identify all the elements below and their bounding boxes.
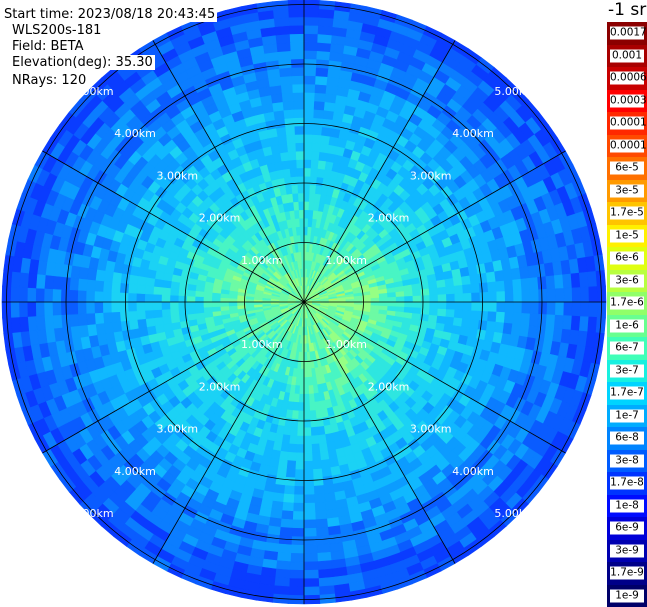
range-ring-label: 1.00km (325, 338, 367, 351)
elevation-label: Elevation(deg): 35.30 (10, 55, 155, 70)
colorbar-tick-label: 3e-7 (610, 364, 644, 378)
colorbar-segment: 3e-5 (607, 179, 647, 202)
range-ring-label: 5.00km (72, 85, 114, 98)
ppi-radar-plot: 1.00km 1.00km 1.00km 1.00km 2.00km 2.00km 2.00… (1, 0, 607, 605)
colorbar-segment: 6e-9 (607, 517, 647, 540)
range-ring-label: 4.00km (452, 127, 494, 140)
colorbar-segment: 0.0003 (607, 89, 647, 112)
colorbar-tick-label: 1.7e-9 (610, 566, 644, 580)
colorbar-segment: 1.7e-7 (607, 382, 647, 405)
range-ring-label: 3.00km (410, 423, 452, 436)
colorbar-segment: 0.00017 (607, 112, 647, 135)
range-ring-labels: 1.00km 1.00km 1.00km 1.00km 2.00km 2.00km 2.00… (72, 85, 536, 520)
colorbar-tick-label: 1e-7 (610, 409, 644, 423)
colorbar-tick-label: 0.0006 (610, 71, 647, 85)
colorbar-tick-label: 3e-5 (610, 184, 644, 198)
colorbar-tick-label: 3e-8 (610, 454, 644, 468)
range-ring-label: 4.00km (114, 127, 156, 140)
range-ring-label: 2.00km (368, 212, 410, 225)
colorbar-segment: 1.7e-5 (607, 202, 647, 225)
range-ring-label: 2.00km (199, 381, 241, 394)
range-ring-label: 2.00km (199, 212, 241, 225)
colorbar-tick-label: 0.001 (610, 49, 644, 63)
colorbar-segment: 3e-7 (607, 359, 647, 382)
field-label: Field: BETA (10, 39, 86, 54)
colorbar-tick-label: 1e-6 (610, 319, 644, 333)
colorbar-tick-label: 1.7e-6 (610, 296, 644, 310)
range-ring-label: 4.00km (114, 465, 156, 478)
range-ring-label: 5.00km (72, 507, 114, 520)
range-ring-label: 3.00km (410, 169, 452, 182)
colorbar-segment: 6e-7 (607, 337, 647, 360)
colorbar-segment: 3e-8 (607, 449, 647, 472)
colorbar-tick-label: 6e-6 (610, 251, 644, 265)
colorbar-tick-label: 6e-5 (610, 161, 644, 175)
colorbar-segment: 6e-5 (607, 157, 647, 180)
range-ring-label: 1.00km (325, 254, 367, 267)
colorbar-segment: 1.7e-9 (607, 562, 647, 585)
colorbar-segment: 3e-6 (607, 269, 647, 292)
colorbar-segment: 0.0017 (607, 22, 647, 45)
colorbar-segment: 1e-5 (607, 224, 647, 247)
azimuth-spoke (42, 301, 305, 454)
colorbar-tick-label: 0.0001 (610, 139, 647, 153)
range-ring-label: 5.00km (494, 85, 536, 98)
colorbar-segment: 3e-9 (607, 539, 647, 562)
range-ring-label: 1.00km (241, 254, 283, 267)
colorbar-segment: 1e-6 (607, 314, 647, 337)
instrument-label: WLS200s-181 (10, 23, 104, 38)
azimuth-spoke (152, 40, 305, 303)
colorbar-tick-label: 6e-7 (610, 341, 644, 355)
azimuth-spoke (303, 40, 456, 303)
colorbar-tick-label: 1e-9 (610, 589, 644, 603)
start-time-label: Start time: 2023/08/18 20:43:45 (2, 7, 218, 22)
colorbar-segment: 6e-8 (607, 427, 647, 450)
azimuth-spoke (152, 301, 305, 564)
range-ring-grid (2, 0, 606, 604)
colorbar-tick-label: 1.7e-7 (610, 386, 644, 400)
azimuth-spoke (303, 301, 566, 454)
backscatter-cells (1, 0, 607, 605)
colorbar-segment: 1.7e-8 (607, 472, 647, 495)
colorbar-segment: 0.001 (607, 44, 647, 67)
range-ring-label: 4.00km (452, 465, 494, 478)
range-ring-label: 5.00km (494, 507, 536, 520)
range-ring-label: 3.00km (157, 169, 199, 182)
colorbar-unit-label: -1 sr (608, 0, 647, 20)
range-ring-label: 3.00km (157, 423, 199, 436)
colorbar-tick-label: 3e-6 (610, 274, 644, 288)
colorbar-tick-label: 3e-9 (610, 544, 644, 558)
colorbar-segment: 0.0001 (607, 134, 647, 157)
colorbar-segment: 1e-8 (607, 494, 647, 517)
range-ring-label: 1.00km (241, 338, 283, 351)
colorbar-segment: 1e-7 (607, 404, 647, 427)
colorbar-tick-label: 6e-8 (610, 431, 644, 445)
colorbar-segment: 0.0006 (607, 67, 647, 90)
azimuth-spoke (303, 301, 456, 564)
colorbar-tick-label: 1.7e-5 (610, 206, 644, 220)
colorbar-tick-label: 6e-9 (610, 521, 644, 535)
azimuth-spoke (42, 150, 305, 303)
colorbar-tick-label: 1e-5 (610, 229, 644, 243)
range-ring-label: 2.00km (368, 381, 410, 394)
nrays-label: NRays: 120 (10, 73, 89, 88)
colorbar-segment: 1e-9 (607, 584, 647, 607)
colorbar-tick-label: 0.00017 (610, 116, 647, 130)
colorbar-tick-label: 1.7e-8 (610, 476, 644, 490)
colorbar-segment: 1.7e-6 (607, 292, 647, 315)
colorbar-tick-label: 0.0017 (610, 26, 647, 40)
colorbar-tick-label: 0.0003 (610, 94, 647, 108)
colorbar-segment: 6e-6 (607, 247, 647, 270)
colorbar-tick-label: 1e-8 (610, 499, 644, 513)
azimuth-spoke (303, 150, 566, 303)
